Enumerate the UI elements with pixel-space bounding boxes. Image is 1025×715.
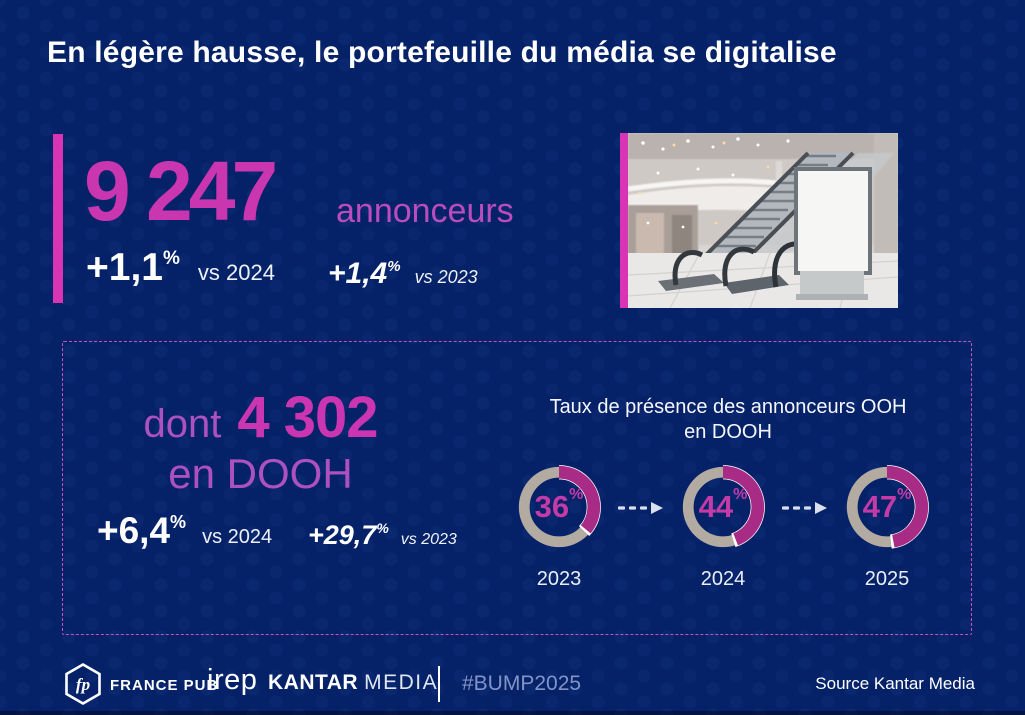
dooh-panel: dont 4 302 en DOOH +6,4% vs 2024 +29,7% vs … [62,341,972,635]
mall-photo [628,133,898,308]
delta-ref: vs 2024 [197,260,275,285]
dooh-number: 4 302 [237,385,378,450]
delta-value: +6,4 [97,510,171,551]
svg-text:fp: fp [76,675,90,694]
footer-divider [438,666,440,702]
delta-ref: vs 2024 [202,526,273,548]
donut-value-2023: 36% [534,486,584,524]
dooh-delta-vs-2023: +29,7% vs 2023 [308,520,457,551]
hero-delta-vs-2023: +1,4% vs 2023 [328,257,478,291]
donut-value-2025: 47% [862,486,912,524]
donut-ring [845,465,929,549]
donut-chart-2025: 47% [838,458,936,556]
percent-sign: % [569,486,584,503]
page-title: En légère hausse, le portefeuille du méd… [47,36,837,69]
source-credit: Source Kantar Media [815,674,975,693]
donut-year-2024: 2024 [700,568,746,590]
delta-value: +1,1 [86,246,163,289]
dooh-key-figure: dont 4 302 [63,384,458,451]
slide-bottom-edge [0,711,1025,715]
dooh-medium-label: en DOOH [168,450,353,497]
accent-bar [53,134,63,303]
percent-sign: % [170,512,187,532]
donut-ring [517,465,601,549]
irep-logo: irep [207,664,258,696]
donut-ring [681,465,765,549]
dooh-delta-vs-2024: +6,4% vs 2024 [97,510,272,552]
france-pub-wordmark: FRANCE PUB [110,677,219,694]
donut-title-line1: Taux de présence des annonceurs OOH [549,396,907,418]
hero-big-label: annonceurs [336,192,514,230]
photo-accent-bar [620,133,628,308]
donut-year-2023: 2023 [536,568,582,590]
percent-sign: % [897,486,912,503]
percent-sign: % [163,248,180,269]
hero-delta-vs-2024: +1,1% vs 2024 [86,246,275,290]
donut-value-2024: 44% [698,486,748,524]
delta-value: +29,7 [308,520,377,550]
percent-sign: % [733,486,748,503]
delta-ref: vs 2023 [414,267,478,287]
delta-value: +1,4 [328,257,388,290]
france-pub-hexagon-logo-icon: fp [64,662,102,706]
donut-chart-2023: 36% [510,458,608,556]
percent-sign: % [376,520,389,536]
donut-chart-title: Taux de présence des annonceurs OOH en D… [493,395,963,445]
donut-title-line2: en DOOH [684,421,772,443]
donut-year-2025: 2025 [864,568,910,590]
dashed-arrow-icon [618,501,664,515]
donut-chart-2024: 44% [674,458,772,556]
kantar-media-logo: KANTAR MEDIA [268,671,439,694]
mall-escalator-illustration [628,133,898,308]
bump-hashtag: #BUMP2025 [462,672,582,695]
dashed-arrow-icon [782,501,828,515]
dooh-prefix: dont [143,402,222,446]
hero-big-number: 9 247 [84,144,278,238]
delta-ref: vs 2023 [400,531,457,548]
percent-sign: % [387,258,401,275]
